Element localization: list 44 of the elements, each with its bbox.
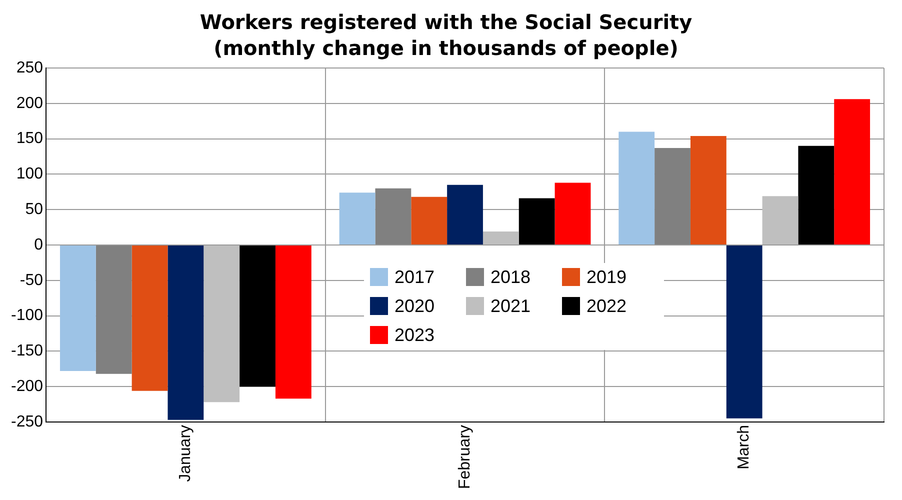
bar <box>798 146 834 244</box>
bar <box>554 182 591 244</box>
y-tick-label: -250 <box>10 413 44 430</box>
bar <box>204 245 240 402</box>
y-tick-label: 200 <box>16 94 44 112</box>
bar <box>726 245 762 418</box>
x-tick-label: March <box>736 424 753 470</box>
legend-label: 2019 <box>586 266 626 288</box>
legend-label: 2022 <box>586 296 626 317</box>
bar <box>60 245 96 372</box>
bar <box>690 136 726 244</box>
bar <box>518 198 555 244</box>
bar <box>618 132 655 244</box>
bar <box>411 196 448 244</box>
bar <box>132 245 168 391</box>
y-tick-label: -150 <box>10 342 44 360</box>
bar <box>375 188 412 244</box>
chart-title: Workers registered with the Social Security <box>200 10 692 34</box>
y-tick-label: 250 <box>16 59 44 76</box>
y-tick-label: 100 <box>16 166 44 183</box>
y-tick-label: -50 <box>20 272 44 289</box>
y-tick-label: 50 <box>25 200 44 218</box>
y-tick-label: -200 <box>10 378 44 395</box>
legend-label: 2017 <box>394 266 434 288</box>
y-tick-label: 0 <box>34 236 44 254</box>
x-tick-label: January <box>177 424 194 482</box>
y-tick-label: 150 <box>16 130 44 148</box>
bar <box>240 245 276 387</box>
bar <box>654 148 690 244</box>
bar <box>168 245 204 420</box>
bar <box>834 99 870 244</box>
legend-label: 2023 <box>394 324 434 346</box>
y-tick-label: -100 <box>10 307 44 324</box>
bar <box>96 245 132 374</box>
legend-label: 2018 <box>490 266 530 288</box>
bar <box>482 232 519 244</box>
legend-label: 2020 <box>394 296 434 317</box>
bar <box>447 184 483 244</box>
x-tick-label: February <box>456 424 474 490</box>
bar <box>762 196 798 244</box>
legend-label: 2021 <box>490 296 530 317</box>
bar <box>275 245 312 399</box>
chart-subtitle: (monthly change in thousands of people) <box>214 36 678 60</box>
bar <box>339 192 376 244</box>
